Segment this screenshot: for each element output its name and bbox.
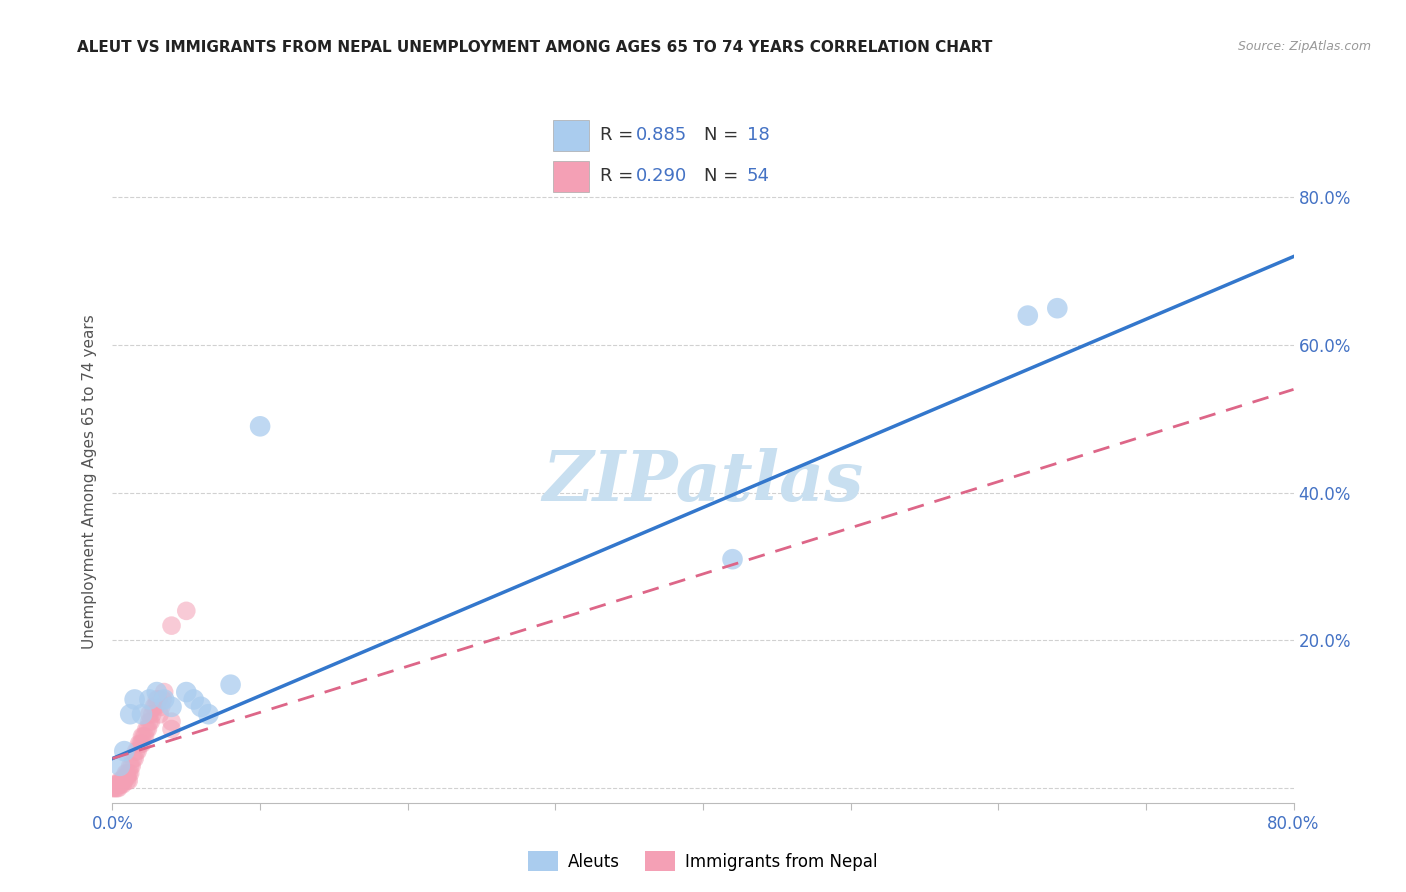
Text: Source: ZipAtlas.com: Source: ZipAtlas.com [1237,40,1371,54]
Text: N =: N = [704,126,744,144]
Point [153,692,176,706]
Point [160,714,183,729]
Point [110,773,132,788]
Point [190,699,212,714]
Bar [553,120,589,151]
Point [1017,309,1039,323]
Text: R =: R = [600,126,640,144]
Point [138,714,160,729]
Point [101,780,124,795]
Point [174,604,197,618]
Point [120,759,142,773]
Point [721,552,744,566]
Point [110,777,132,791]
Point [134,730,156,744]
Point [131,730,153,744]
Point [114,770,136,784]
Point [117,766,138,780]
Point [149,707,172,722]
Point [118,766,141,780]
Point [131,707,153,722]
Point [103,780,125,795]
Point [160,618,183,632]
Point [153,685,176,699]
Text: 54: 54 [747,167,769,185]
Point [1046,301,1069,316]
Text: 0.885: 0.885 [636,126,686,144]
Point [105,780,128,795]
Text: 0.290: 0.290 [636,167,686,185]
Point [121,759,143,773]
Text: 18: 18 [747,126,769,144]
Point [143,699,166,714]
Point [138,707,160,722]
Point [108,759,131,773]
Text: ZIPatlas: ZIPatlas [543,448,863,516]
Point [114,766,136,780]
Point [111,773,134,788]
Point [104,780,127,795]
Point [219,678,242,692]
Point [107,780,129,795]
Point [142,699,165,714]
Point [150,699,173,714]
Point [111,777,134,791]
Point [120,766,142,780]
Text: N =: N = [704,167,744,185]
Point [146,692,169,706]
Point [132,730,155,744]
Point [148,692,170,706]
Point [141,707,163,722]
Point [138,692,160,706]
Point [129,737,152,751]
Point [160,699,183,714]
Point [131,737,153,751]
Point [108,773,131,788]
Point [146,685,169,699]
Point [118,773,141,788]
Point [135,722,157,736]
Text: R =: R = [600,167,640,185]
Point [112,744,135,758]
Point [108,777,131,791]
Point [136,722,159,736]
Point [117,770,138,784]
Point [117,773,138,788]
Point [160,722,183,736]
Point [249,419,271,434]
Point [152,692,174,706]
Point [124,751,146,765]
Point [122,751,145,765]
Point [139,714,162,729]
Point [112,770,135,784]
Point [127,744,149,758]
Point [124,692,146,706]
Text: ALEUT VS IMMIGRANTS FROM NEPAL UNEMPLOYMENT AMONG AGES 65 TO 74 YEARS CORRELATIO: ALEUT VS IMMIGRANTS FROM NEPAL UNEMPLOYM… [77,40,993,55]
Point [197,707,219,722]
Point [107,777,129,791]
Point [125,744,148,758]
Point [128,737,150,751]
Point [112,773,135,788]
Point [104,777,127,791]
Bar [553,161,589,192]
Legend: Aleuts, Immigrants from Nepal: Aleuts, Immigrants from Nepal [522,845,884,878]
Point [174,685,197,699]
Point [183,692,205,706]
Point [120,707,142,722]
Point [105,777,128,791]
Y-axis label: Unemployment Among Ages 65 to 74 years: Unemployment Among Ages 65 to 74 years [82,314,97,649]
